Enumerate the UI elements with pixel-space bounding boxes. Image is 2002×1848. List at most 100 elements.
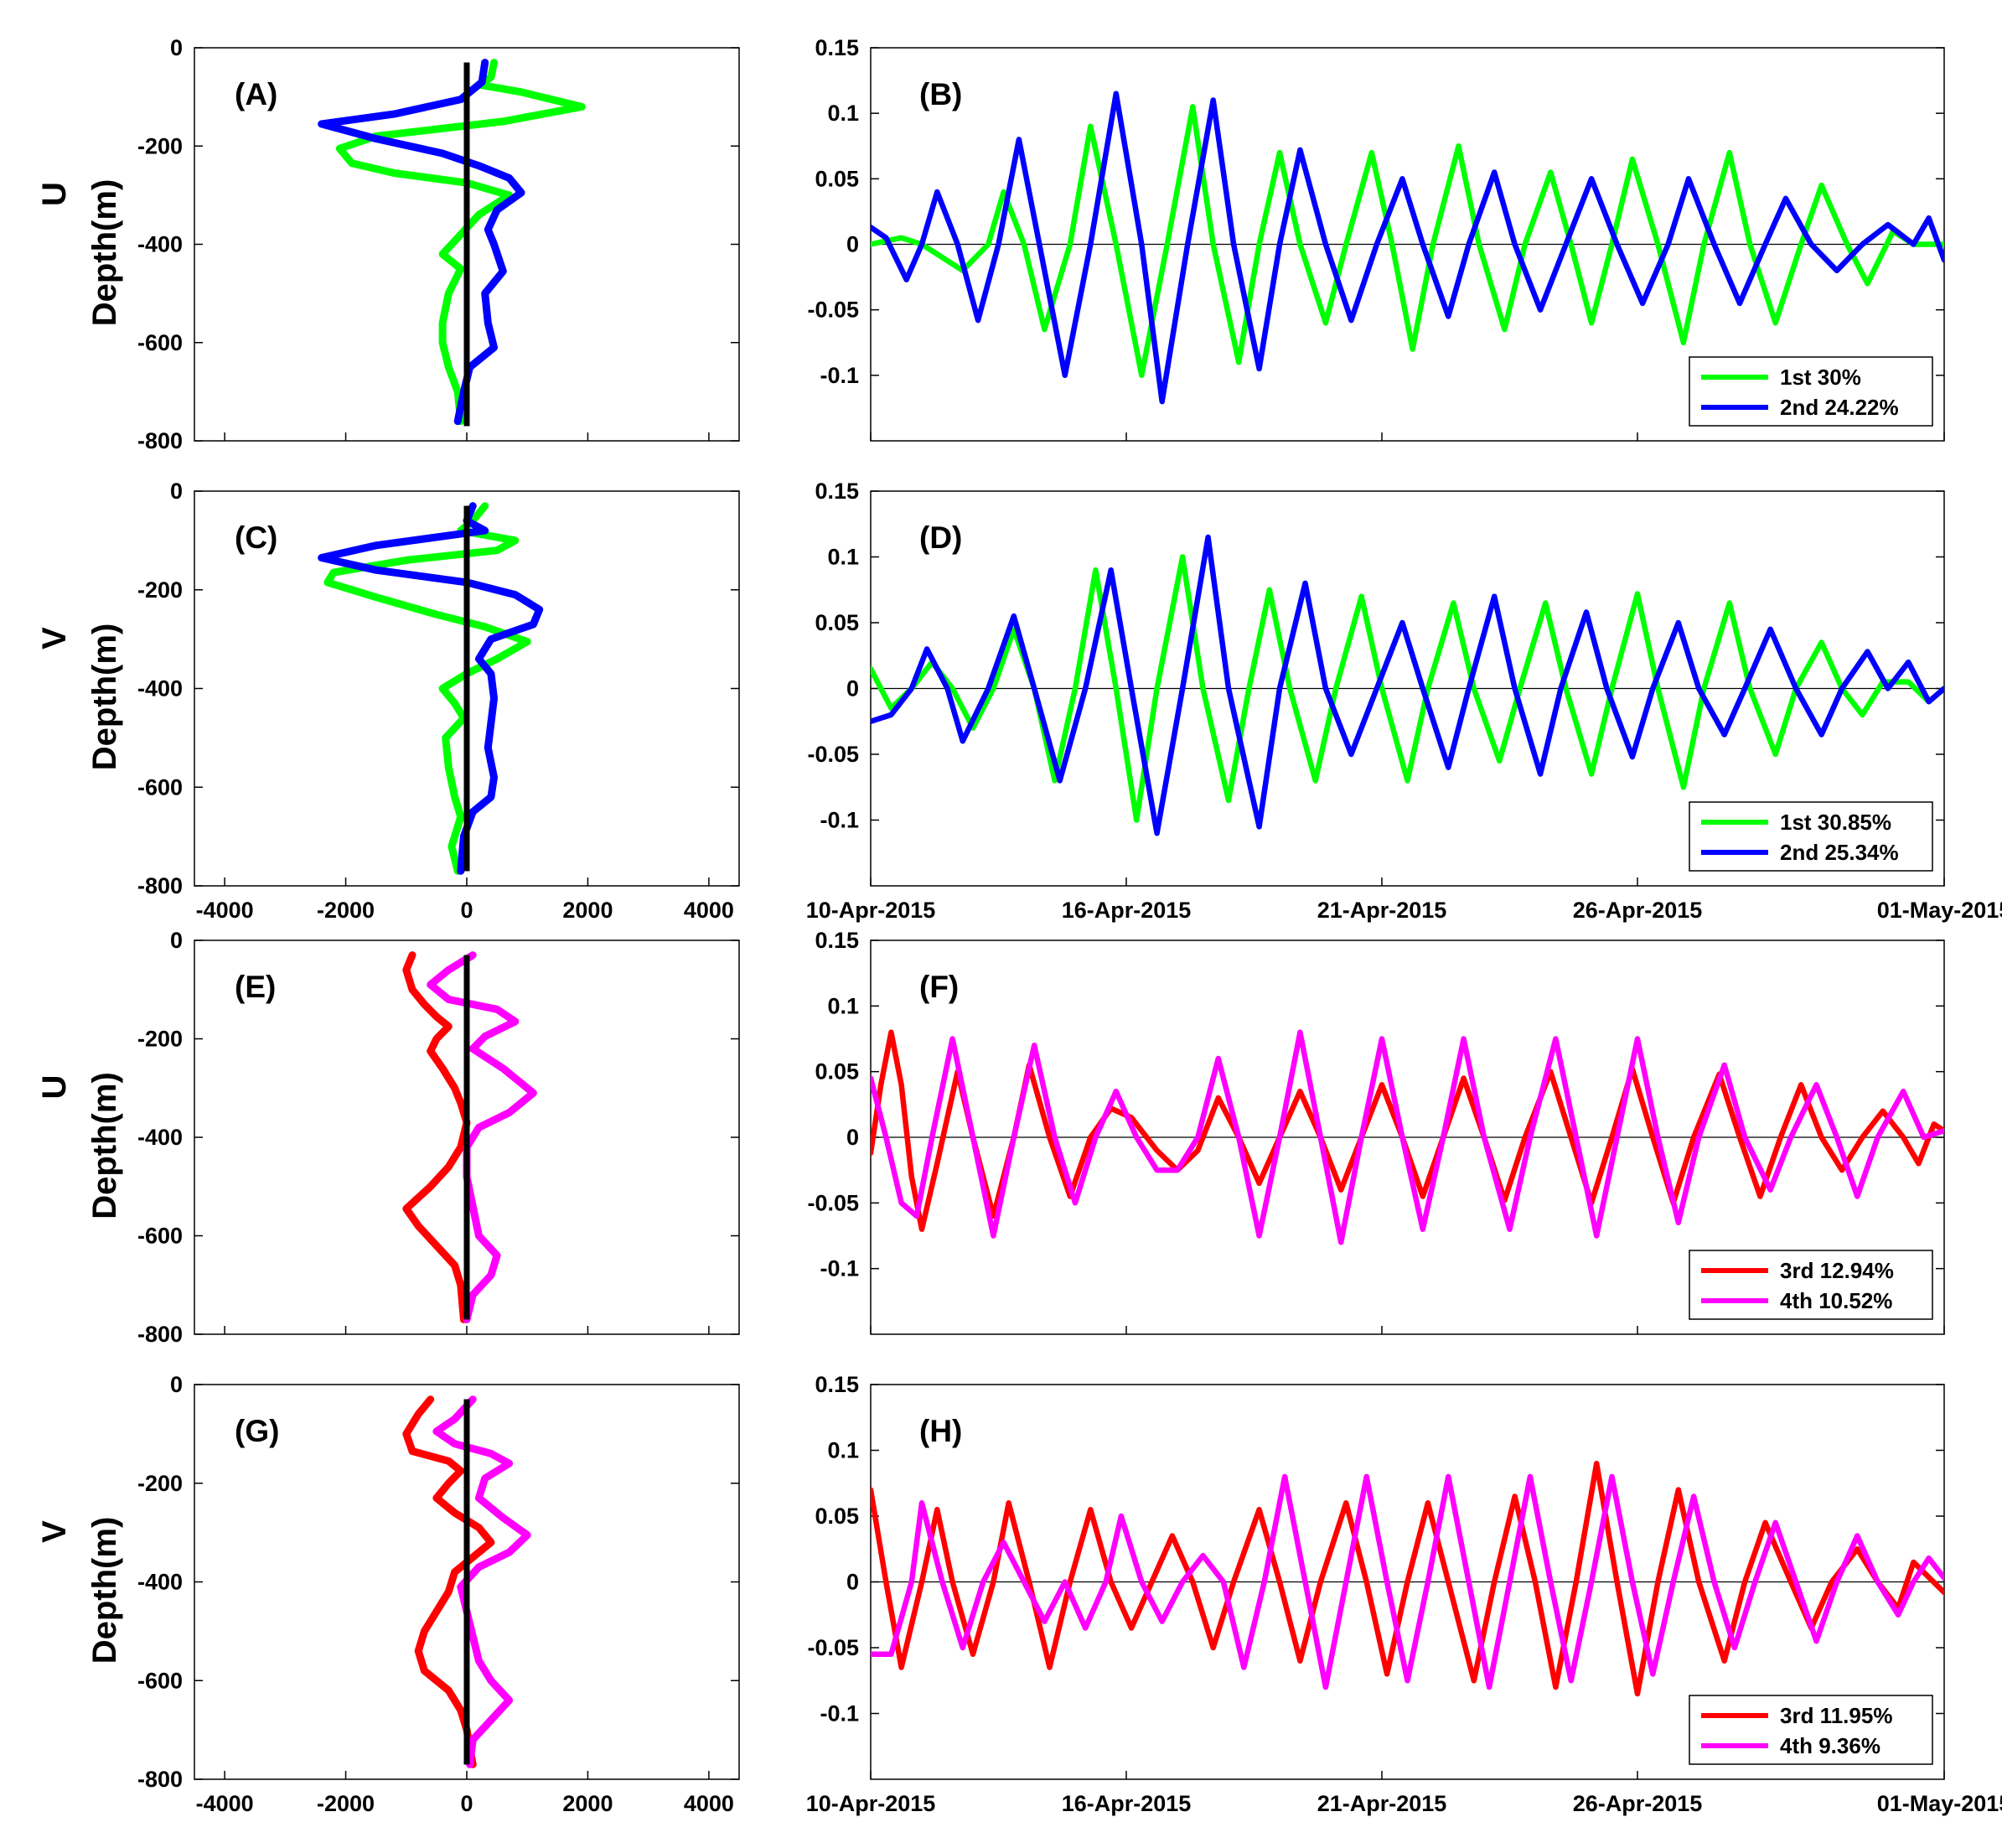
y-tick-label: -600 (137, 1668, 183, 1693)
y-tick-label: -600 (137, 774, 183, 800)
x-tick-label: -2000 (317, 898, 375, 923)
series-group (402, 951, 537, 1323)
series-line-1st (335, 59, 586, 426)
panel-b: 0.15 0.1 0.05 0 -0.05 -0.1 (B) 1st 30% 2nd 24.22… (807, 35, 1945, 442)
panel-label: (F) (919, 970, 959, 1004)
x-tick-label: -4000 (196, 898, 254, 923)
legend-box (1689, 1695, 1933, 1765)
x-tick-label: 01-May-2015 (1877, 1791, 2002, 1816)
legend-label: 1st 30.85% (1780, 810, 1891, 835)
panel-label: (A) (235, 77, 277, 111)
panel-a: 0 -200 -400 -600 -800 (A) U Depth(m) (36, 35, 740, 453)
panel-label: (G) (235, 1414, 279, 1448)
y-tick-label: 0 (170, 35, 183, 60)
y-tick-label: 0.1 (827, 993, 859, 1018)
y-tick-label: -200 (137, 577, 183, 603)
y-tick-label: 0.15 (815, 1372, 859, 1397)
legend-label: 3rd 11.95% (1780, 1703, 1892, 1728)
legend-box (1689, 356, 1933, 427)
legend-label: 1st 30% (1780, 365, 1861, 390)
y-tick-label: -200 (137, 133, 183, 158)
series-line-3rd (402, 951, 471, 1323)
x-tick-label: 4000 (684, 1791, 734, 1816)
series-line-2nd (871, 534, 1944, 836)
y-tick-label: -0.05 (807, 1635, 859, 1660)
component-label: U (36, 182, 73, 206)
x-tick-label: 2000 (562, 898, 613, 923)
series-group (871, 534, 1944, 836)
y-tick-label: -200 (137, 1027, 183, 1052)
series-group (871, 1460, 1944, 1697)
y-tick-label: -0.1 (820, 1256, 859, 1281)
depth-axis-label: Depth(m) (86, 624, 123, 771)
legend-label: 4th 9.36% (1780, 1733, 1880, 1758)
y-tick-label: 0.1 (827, 1438, 859, 1463)
y-tick-label: 0 (170, 1372, 183, 1397)
y-tick-label: -400 (137, 1125, 183, 1150)
x-tick-label: -2000 (317, 1791, 375, 1816)
y-tick-label: -800 (137, 873, 183, 898)
y-tick-label: -400 (137, 676, 183, 701)
series-group (871, 1029, 1944, 1245)
y-tick-label: 0.05 (815, 1504, 859, 1529)
y-tick-label: -0.1 (820, 808, 859, 833)
x-tick-label: 01-May-2015 (1877, 898, 2002, 923)
series-group (871, 91, 1944, 405)
x-tick-label: 26-Apr-2015 (1573, 898, 1703, 923)
x-tick-label: 10-Apr-2015 (806, 1791, 936, 1816)
x-tick-label: 0 (460, 1791, 473, 1816)
y-tick-label: -0.05 (807, 742, 859, 767)
y-tick-label: 0 (846, 1570, 859, 1595)
y-tick-label: -0.05 (807, 298, 859, 323)
legend-label: 4th 10.52% (1780, 1288, 1892, 1313)
y-tick-label: -400 (137, 232, 183, 257)
series-line-1st (323, 502, 531, 875)
series-line-4th (871, 1029, 1944, 1245)
panel-label: (D) (919, 520, 962, 555)
y-tick-label: -600 (137, 330, 183, 355)
x-tick-label: 10-Apr-2015 (806, 898, 936, 923)
panel-c: 0 -200 -400 -600 -800 -4000 -2000 0 2000 4000 (C) V… (36, 479, 740, 923)
series-line-2nd (318, 502, 544, 875)
series-line-3rd (402, 1395, 495, 1768)
y-tick-label: -800 (137, 1767, 183, 1792)
y-tick-label: -200 (137, 1471, 183, 1496)
y-tick-label: 0.15 (815, 35, 859, 60)
y-tick-label: -0.1 (820, 363, 859, 388)
y-tick-label: 0.15 (815, 479, 859, 504)
component-label: V (36, 627, 73, 650)
y-tick-label: -800 (137, 428, 183, 453)
panel-f: 0.15 0.1 0.05 0 -0.05 -0.1 (F) 3rd 12.94% 4th 10… (807, 928, 1945, 1335)
y-tick-label: 0.05 (815, 1059, 859, 1084)
x-tick-label: 16-Apr-2015 (1062, 1791, 1192, 1816)
legend-label: 3rd 12.94% (1780, 1258, 1894, 1283)
y-tick-label: 0.15 (815, 928, 859, 953)
y-tick-label: 0 (846, 676, 859, 701)
legend-box (1689, 801, 1933, 872)
series-group (318, 502, 544, 875)
depth-axis-label: Depth(m) (86, 1517, 123, 1664)
y-tick-label: -600 (137, 1224, 183, 1249)
series-line-4th (871, 1473, 1944, 1690)
y-tick-label: 0.1 (827, 101, 859, 126)
x-tick-label: 21-Apr-2015 (1317, 898, 1447, 923)
y-tick-label: -400 (137, 1570, 183, 1595)
panel-h: 0.15 0.1 0.05 0 -0.05 -0.1 10-Apr-2015 16-Apr-2… (806, 1372, 2002, 1816)
series-line-2nd (318, 59, 525, 426)
series-line-4th (427, 951, 537, 1323)
y-tick-label: 0 (846, 232, 859, 257)
legend-label: 2nd 24.22% (1780, 395, 1899, 420)
panel-e: 0 -200 -400 -600 -800 (E) U Depth(m) (36, 928, 740, 1347)
component-label: U (36, 1075, 73, 1100)
x-tick-label: -4000 (196, 1791, 254, 1816)
y-tick-label: 0 (170, 479, 183, 504)
series-line-2nd (871, 91, 1944, 405)
panel-g: 0 -200 -400 -600 -800 -4000 -2000 0 2000 4000 (G) V… (36, 1372, 740, 1816)
y-tick-label: 0 (170, 928, 183, 953)
x-tick-label: 0 (460, 898, 473, 923)
panel-d: 0.15 0.1 0.05 0 -0.05 -0.1 10-Apr-2015 16-Apr-2… (806, 479, 2002, 923)
legend-box (1689, 1250, 1933, 1320)
y-tick-label: 0.1 (827, 545, 859, 570)
y-tick-label: 0 (846, 1125, 859, 1150)
